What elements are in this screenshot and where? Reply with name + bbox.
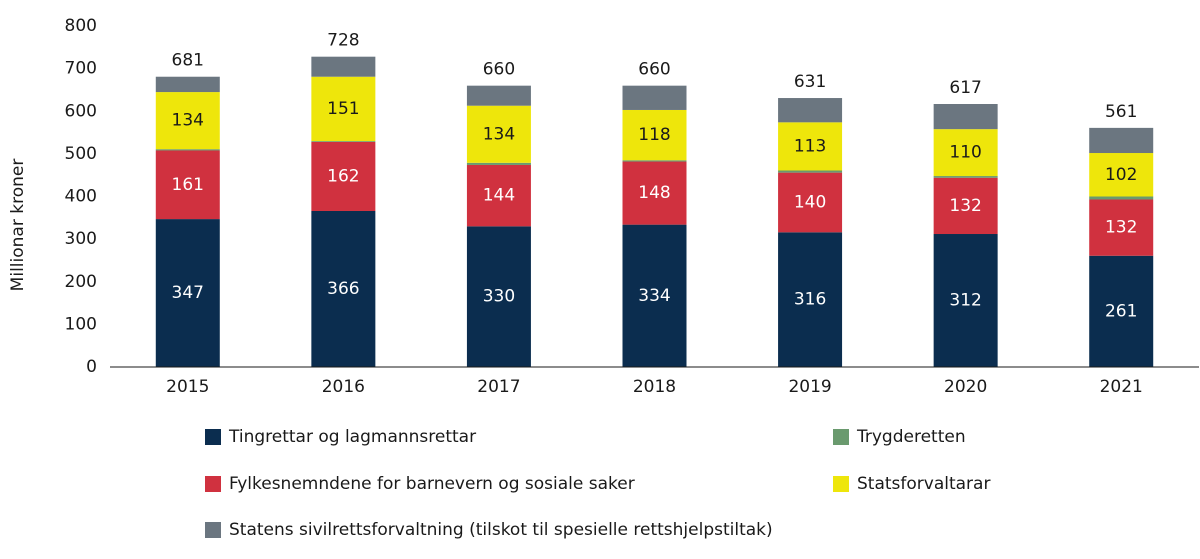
bar-segment	[622, 109, 687, 161]
x-tick-label: 2020	[944, 377, 987, 397]
value-label: 366	[327, 279, 359, 299]
bar-segment	[622, 161, 687, 225]
value-label: 102	[1105, 165, 1137, 185]
bar-segment	[311, 141, 376, 211]
x-tick-label: 2015	[166, 377, 209, 397]
bar-segment	[622, 224, 687, 367]
y-tick-label: 800	[65, 16, 97, 36]
total-label: 660	[483, 60, 515, 80]
total-label: 617	[949, 78, 981, 98]
bar-segment	[622, 160, 687, 162]
bar-segment	[155, 219, 220, 367]
y-tick-label: 400	[65, 187, 97, 207]
value-label: 118	[638, 125, 670, 145]
bar-segment	[311, 210, 376, 367]
bar-segment	[778, 172, 843, 233]
legend-label: Statsforvaltarar	[857, 474, 990, 494]
value-label: 161	[172, 175, 204, 195]
bar-segment	[466, 105, 531, 163]
legend-label: Trygderetten	[856, 427, 966, 447]
y-tick-label: 600	[65, 101, 97, 121]
y-tick-label: 100	[65, 314, 97, 334]
y-tick-label: 200	[65, 272, 97, 292]
bar-segment	[933, 129, 998, 177]
bar-segment	[466, 226, 531, 367]
y-tick-label: 700	[65, 59, 97, 79]
total-label: 681	[172, 51, 204, 71]
bar-segment	[622, 85, 687, 110]
value-label: 110	[949, 143, 981, 163]
value-label: 113	[794, 136, 826, 156]
legend-swatch	[833, 476, 849, 492]
legend-label: Fylkesnemndene for barnevern og sosiale …	[229, 474, 635, 494]
value-label: 316	[794, 290, 826, 310]
value-label: 134	[483, 124, 515, 144]
legend-label: Statens sivilrettsforvaltning (tilskot t…	[229, 520, 773, 540]
bar-segment	[1089, 127, 1154, 154]
value-label: 132	[949, 196, 981, 216]
bar-segment	[933, 234, 998, 367]
value-label: 151	[327, 99, 359, 119]
legend-label: Tingrettar og lagmannsrettar	[228, 427, 476, 447]
bar-segment	[311, 76, 376, 142]
value-label: 140	[794, 192, 826, 212]
legend-swatch	[205, 476, 221, 492]
y-tick-label: 0	[86, 357, 97, 377]
bar-segment	[155, 150, 220, 220]
x-tick-label: 2016	[322, 377, 365, 397]
total-label: 631	[794, 72, 826, 92]
value-label: 312	[949, 291, 981, 311]
bar-segment	[778, 122, 843, 171]
bar-segment	[933, 176, 998, 178]
bar-segment	[1089, 255, 1154, 367]
value-label: 148	[638, 183, 670, 203]
value-label: 132	[1105, 218, 1137, 238]
legend-swatch	[205, 429, 221, 445]
total-label: 660	[638, 60, 670, 80]
bar-segment	[778, 98, 843, 123]
value-label: 134	[172, 111, 204, 131]
value-label: 162	[327, 166, 359, 186]
y-axis-title: Millionar kroner	[8, 159, 28, 292]
bar-segment	[311, 141, 376, 142]
value-label: 334	[638, 286, 670, 306]
value-label: 347	[172, 283, 204, 303]
x-tick-label: 2017	[477, 377, 520, 397]
bar-segment	[466, 85, 531, 106]
bar-segment	[1089, 199, 1154, 256]
x-tick-label: 2021	[1100, 377, 1143, 397]
legend-swatch	[205, 522, 221, 538]
y-tick-label: 500	[65, 144, 97, 164]
bar-segment	[311, 56, 376, 77]
bar-segment	[155, 149, 220, 151]
bar-segment	[466, 164, 531, 227]
bar-segment	[1089, 196, 1154, 200]
bar-segment	[155, 92, 220, 150]
total-label: 561	[1105, 102, 1137, 122]
value-label: 144	[483, 186, 515, 206]
x-tick-label: 2019	[788, 377, 831, 397]
total-label: 728	[327, 31, 359, 51]
x-tick-label: 2018	[633, 377, 676, 397]
bar-segment	[1089, 153, 1154, 197]
bar-segment	[778, 232, 843, 367]
bar-segment	[155, 76, 220, 93]
bar-segment	[466, 162, 531, 165]
y-tick-label: 300	[65, 229, 97, 249]
bar-segment	[933, 104, 998, 130]
value-label: 330	[483, 287, 515, 307]
bar-segment	[933, 177, 998, 235]
bar-segment	[778, 170, 843, 173]
legend-swatch	[833, 429, 849, 445]
value-label: 261	[1105, 301, 1137, 321]
